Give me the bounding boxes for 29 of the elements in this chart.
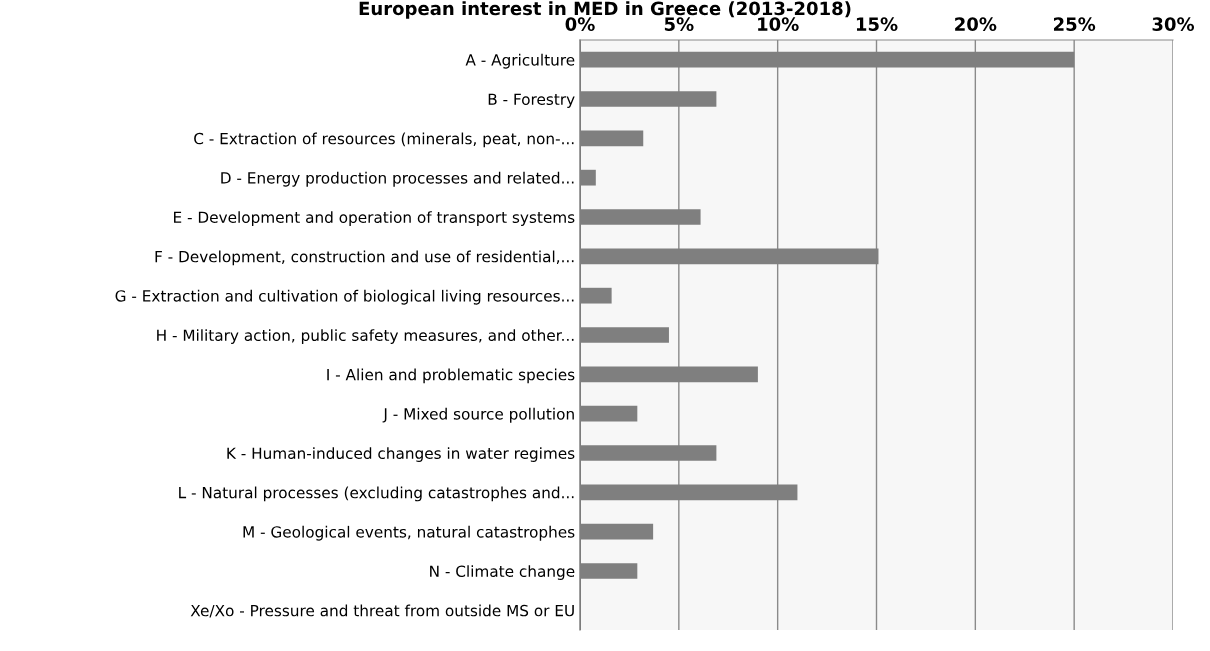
y-tick-label: Xe/Xo - Pressure and threat from outside MS or EU bbox=[190, 604, 574, 618]
y-tick-label: H - Military action, public safety measures, and other... bbox=[157, 329, 574, 344]
bar bbox=[580, 405, 638, 422]
y-tick-label: N - Climate change bbox=[430, 565, 575, 580]
bar bbox=[580, 169, 596, 186]
x-tick-label: 30% bbox=[1152, 17, 1195, 31]
x-tick-label: 0% bbox=[565, 17, 595, 31]
x-tick-label: 20% bbox=[955, 17, 997, 31]
y-tick-label: K - Human-induced changes in water regimes bbox=[227, 447, 575, 462]
y-tick-label: D - Energy production processes and related... bbox=[221, 171, 574, 187]
y-tick-label: E - Development and operation of transport systems bbox=[174, 211, 575, 226]
y-tick-label: L - Natural processes (excluding catastrophes and... bbox=[179, 486, 574, 502]
bar bbox=[580, 287, 612, 304]
x-tick-label: 15% bbox=[856, 17, 898, 31]
y-tick-label: G - Extraction and cultivation of biological living resources... bbox=[115, 289, 574, 305]
y-tick-label: J - Mixed source pollution bbox=[382, 407, 574, 423]
bar bbox=[580, 563, 638, 579]
x-tick-label: 10% bbox=[758, 17, 799, 31]
bar bbox=[580, 327, 669, 343]
y-tick-label: M - Geological events, natural catastrophes bbox=[243, 525, 575, 541]
y-tick-label: F - Development, construction and use of residential,... bbox=[155, 250, 574, 266]
bar bbox=[580, 130, 644, 147]
x-tick-label: 5% bbox=[664, 17, 694, 31]
x-tick-label: 25% bbox=[1053, 17, 1096, 31]
y-tick-label: A - Agriculture bbox=[465, 53, 575, 69]
y-tick-label: I - Alien and problematic species bbox=[327, 368, 575, 384]
bar bbox=[580, 523, 654, 540]
y-tick-label: B - Forestry bbox=[488, 93, 575, 108]
y-tick-label: C - Extraction of resources (minerals, peat, non-... bbox=[194, 132, 574, 148]
